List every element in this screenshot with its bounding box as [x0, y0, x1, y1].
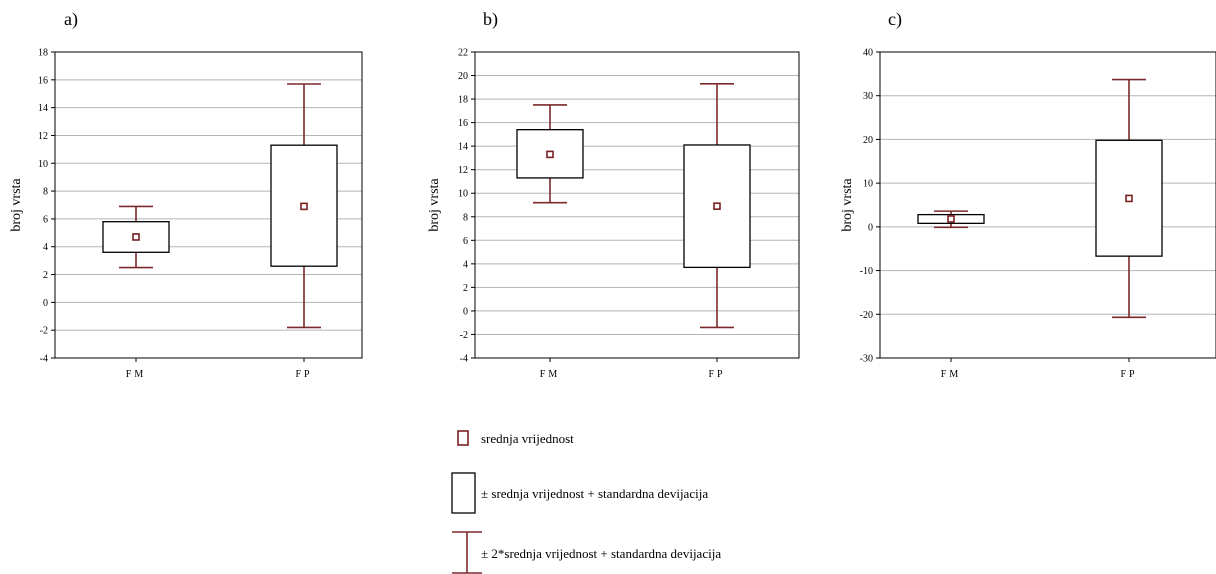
chart-panel-2: b) -4 -2 0 2 4 6 8 10 12 14 16 18 20 22 broj vrsta FM FP: [427, 9, 800, 380]
box-FM: [102, 205, 170, 269]
y-tick-label: -2: [40, 326, 48, 337]
x-tick-label: FP: [295, 369, 312, 380]
y-axis-label: broj vrsta: [840, 178, 855, 232]
y-tick-label: 6: [463, 236, 468, 247]
x-tick-label: FM: [126, 369, 146, 380]
y-tick-label: 10: [38, 159, 48, 170]
y-tick-label: 2: [43, 270, 48, 281]
mean-marker: [947, 215, 955, 223]
y-tick-label: 20: [458, 71, 468, 82]
y-tick-label: 10: [458, 189, 468, 200]
y-axis-label: broj vrsta: [427, 178, 442, 232]
y-tick-label: 8: [463, 212, 468, 223]
x-tick-label: FM: [540, 369, 560, 380]
legend-box-symbol: [451, 472, 476, 514]
y-tick-label: -20: [860, 310, 873, 321]
y-tick-label: 40: [863, 48, 873, 59]
panel-label: b): [483, 9, 498, 30]
y-tick-label: 12: [458, 165, 468, 176]
box-FM: [917, 210, 985, 229]
y-tick-label: -30: [860, 354, 873, 365]
x-tick-label: FP: [708, 369, 725, 380]
y-tick-label: -4: [460, 354, 468, 365]
y-tick-label: 16: [458, 118, 468, 129]
y-tick-label: 2: [463, 283, 468, 294]
y-axis-label: broj vrsta: [9, 178, 24, 232]
legend-mean-label: srednja vrijednost: [481, 431, 574, 446]
mean-marker: [713, 202, 721, 210]
x-tick-label: FM: [941, 369, 961, 380]
y-tick-label: 6: [43, 214, 48, 225]
y-tick-label: 30: [863, 91, 873, 102]
y-tick-label: 16: [38, 75, 48, 86]
plot-frame: [474, 51, 800, 359]
box-FP: [270, 83, 338, 329]
mean-marker: [546, 150, 554, 159]
legend-mean-symbol: [457, 430, 469, 446]
box-FP: [683, 82, 751, 329]
box-FM: [516, 104, 584, 204]
plot-frame: [879, 51, 1216, 359]
box-FP: [1095, 78, 1163, 319]
mean-marker: [300, 202, 308, 211]
y-tick-label: -2: [460, 330, 468, 341]
chart-panel-1: a) -4 -2 0 2 4 6 8 10 12 14 16 18 broj vrsta FM FP: [9, 9, 363, 380]
y-tick-label: 0: [463, 306, 468, 317]
y-tick-label: 0: [43, 298, 48, 309]
plot-frame: [54, 51, 363, 359]
y-tick-label: 22: [458, 48, 468, 59]
x-tick-label: FP: [1120, 369, 1137, 380]
legend-whisker-symbol: [452, 531, 482, 574]
chart-panel-3: c) -30 -20 -10 0 10 20 30 40 broj vrsta FM FP: [840, 9, 1216, 380]
y-tick-label: 0: [868, 222, 873, 233]
y-tick-label: 12: [38, 131, 48, 142]
y-tick-label: 8: [43, 187, 48, 198]
panel-label: a): [64, 9, 78, 30]
legend-whisker-label: ± 2*srednja vrijednost + standardna devi…: [481, 546, 721, 561]
mean-marker: [1125, 194, 1133, 203]
y-tick-label: -4: [40, 354, 48, 365]
y-tick-label: 4: [43, 242, 48, 253]
y-tick-label: 18: [458, 95, 468, 106]
y-tick-label: 18: [38, 48, 48, 59]
legend: srednja vrijednost ± srednja vrijednost …: [451, 430, 721, 574]
y-tick-label: 20: [863, 135, 873, 146]
mean-marker: [132, 233, 140, 241]
panel-label: c): [888, 9, 902, 30]
y-tick-label: 4: [463, 259, 468, 270]
y-tick-label: 14: [38, 103, 48, 114]
y-tick-label: 10: [863, 179, 873, 190]
legend-box-label: ± srednja vrijednost + standardna devija…: [481, 486, 708, 501]
y-tick-label: 14: [458, 142, 468, 153]
y-tick-label: -10: [860, 266, 873, 277]
